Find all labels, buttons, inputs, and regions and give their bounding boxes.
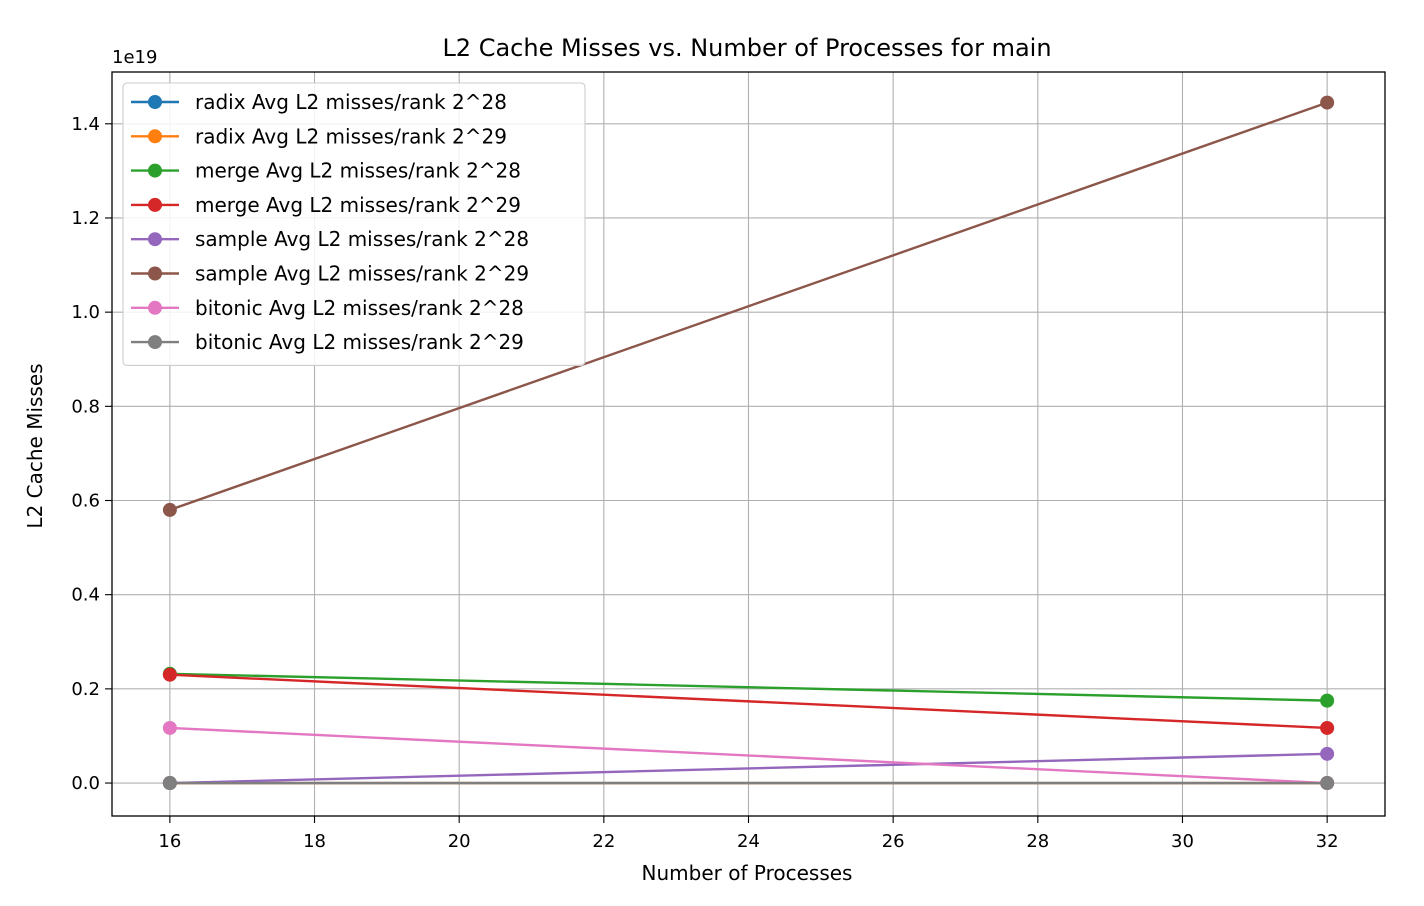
y-tick-label: 0.6	[71, 491, 100, 512]
data-point	[1320, 95, 1335, 110]
data-point	[162, 776, 177, 791]
legend-entry-label: radix Avg L2 misses/rank 2^28	[195, 90, 507, 114]
legend-swatch-marker	[148, 266, 162, 281]
data-point	[1320, 746, 1335, 761]
series-line-5	[169, 101, 1328, 512]
x-tick-label: 24	[737, 831, 760, 852]
chart-title: L2 Cache Misses vs. Number of Processes …	[442, 34, 1051, 62]
legend-swatch-marker	[148, 232, 162, 247]
x-axis-label: Number of Processes	[642, 861, 853, 885]
y-ticks: 0.0 0.2 0.4 0.6 0.8 1.0 1.2 1.4	[71, 114, 112, 794]
legend-swatch-marker	[148, 335, 162, 350]
x-tick-label: 22	[592, 831, 615, 852]
legend-entry-label: sample Avg L2 misses/rank 2^29	[195, 262, 529, 286]
series-line-6	[169, 726, 1328, 785]
series-line-3	[169, 673, 1328, 730]
y-tick-label: 1.0	[71, 302, 100, 323]
series-markers	[162, 95, 1335, 791]
x-tick-label: 30	[1171, 831, 1194, 852]
series-line-4	[169, 752, 1328, 785]
x-tick-label: 16	[158, 831, 181, 852]
x-tick-label: 32	[1316, 831, 1339, 852]
legend-box	[122, 82, 586, 366]
legend-swatch-marker	[148, 300, 162, 315]
y-axis-label: L2 Cache Misses	[23, 363, 47, 528]
data-point	[1320, 720, 1335, 735]
x-tick-label: 28	[1026, 831, 1049, 852]
y-offset-label: 1e19	[112, 47, 157, 68]
y-tick-label: 1.4	[71, 114, 100, 135]
y-tick-label: 0.4	[71, 585, 100, 606]
data-point	[1320, 693, 1335, 708]
x-ticks: 16 18 20 22 24 26 28 30 32	[158, 816, 1339, 852]
y-tick-label: 0.8	[71, 396, 100, 417]
y-tick-label: 1.2	[71, 208, 100, 229]
y-tick-label: 0.0	[71, 773, 100, 794]
legend-entry-label: sample Avg L2 misses/rank 2^28	[195, 227, 529, 251]
legend-swatch-marker	[148, 163, 162, 178]
legend-entry-label: bitonic Avg L2 misses/rank 2^29	[195, 330, 524, 354]
data-point	[162, 502, 177, 517]
legend-entry-label: bitonic Avg L2 misses/rank 2^28	[195, 296, 524, 320]
legend: radix Avg L2 misses/rank 2^28 radix Avg L…	[122, 82, 586, 366]
legend-entry-label: radix Avg L2 misses/rank 2^29	[195, 124, 507, 148]
x-tick-label: 18	[303, 831, 326, 852]
y-tick-label: 0.2	[71, 679, 100, 700]
legend-entry-label: merge Avg L2 misses/rank 2^28	[195, 159, 521, 183]
legend-swatch-marker	[148, 129, 162, 144]
x-tick-label: 20	[448, 831, 471, 852]
series-lines	[169, 101, 1328, 785]
grid	[112, 72, 1385, 816]
legend-swatch-marker	[148, 197, 162, 212]
legend-swatch-marker	[148, 95, 162, 109]
series-line-2	[169, 672, 1328, 702]
data-point	[162, 667, 177, 682]
data-point	[1320, 776, 1335, 791]
data-point	[162, 720, 177, 735]
x-tick-label: 26	[882, 831, 905, 852]
legend-entry-label: merge Avg L2 misses/rank 2^29	[195, 193, 521, 217]
